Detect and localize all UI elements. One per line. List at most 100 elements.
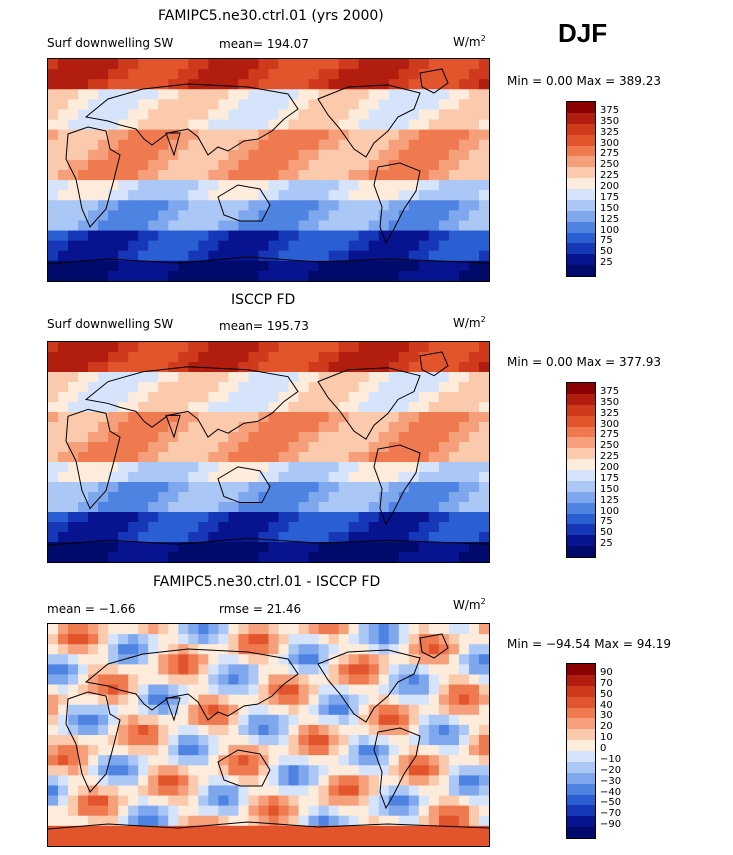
panel1-variable-label: Surf downwelling SW [47,36,174,50]
colorbar-tick-label: 300 [600,137,620,149]
colorbar-swatch [567,189,595,200]
colorbar-swatch [567,232,595,244]
colorbar-tick-label: 75 [600,516,613,528]
colorbar-swatch [567,470,595,481]
panel1-title: FAMIPC5.ne30.ctrl.01 (yrs 2000) [158,8,384,24]
colorbar-tick-label: 125 [600,213,620,225]
colorbar-swatch [567,794,595,806]
panel2-minmax: Min = 0.00 Max = 377.93 [507,355,661,369]
colorbar-swatch [567,772,595,784]
colorbar-swatch [567,696,595,708]
colorbar-swatch [567,546,595,557]
colorbar-tick-label: 90 [600,666,613,678]
colorbar-tick-label: 250 [600,440,620,452]
colorbar-swatch [567,740,595,751]
colorbar-swatch [567,448,595,460]
panel1-units: W/m2 [453,34,486,49]
colorbar-swatch [567,123,595,135]
colorbar-swatch [567,816,595,828]
colorbar-swatch [567,805,595,817]
coastlines [48,68,489,265]
coastlines [48,633,489,830]
coastlines [48,351,489,546]
colorbar-tick-label: 30 [600,710,613,722]
colorbar-swatch [567,664,595,675]
colorbar-tick-label: −30 [600,775,622,787]
colorbar-swatch [567,393,595,405]
panel1-map [47,58,490,282]
colorbar-tick-label: 325 [600,126,620,138]
colorbar-swatch [567,265,595,276]
colorbar-tick-label: 325 [600,407,620,419]
colorbar-swatch [567,145,595,157]
colorbar-swatch [567,156,595,168]
panel2-colorbar [566,382,596,558]
colorbar-swatch [567,718,595,730]
colorbar-swatch [567,383,595,394]
colorbar-tick-label: −90 [600,819,622,831]
colorbar-swatch [567,437,595,449]
panel2-variable-label: Surf downwelling SW [47,317,174,331]
colorbar-swatch [567,502,595,514]
colorbar-tick-label: 40 [600,699,613,711]
colorbar-tick-label: 20 [600,721,613,733]
panel3-units: W/m2 [453,597,486,612]
colorbar-swatch [567,459,595,470]
colorbar-tick-label: 350 [600,115,620,127]
colorbar-swatch [567,491,595,503]
colorbar-swatch [567,827,595,838]
colorbar-swatch [567,199,595,211]
colorbar-tick-label: 225 [600,451,620,463]
colorbar-tick-label: 300 [600,418,620,430]
colorbar-swatch [567,243,595,255]
colorbar-swatch [567,404,595,416]
map-field [48,342,489,562]
colorbar-swatch [567,134,595,146]
colorbar-swatch [567,751,595,762]
colorbar-swatch [567,254,595,266]
colorbar-tick-label: 25 [600,257,613,269]
panel3-mean-label: mean = −1.66 [47,602,136,616]
colorbar-swatch [567,102,595,113]
colorbar-swatch [567,112,595,124]
colorbar-tick-label: 175 [600,472,620,484]
map-field [48,59,489,281]
panel3-colorbar [566,663,596,839]
colorbar-tick-label: 375 [600,385,620,397]
map-field [48,624,489,846]
colorbar-swatch [567,167,595,179]
colorbar-tick-label: 50 [600,688,613,700]
colorbar-tick-label: 50 [600,527,613,539]
colorbar-swatch [567,761,595,773]
colorbar-tick-label: 200 [600,462,620,473]
colorbar-swatch [567,729,595,741]
colorbar-swatch [567,178,595,189]
colorbar-tick-label: 275 [600,429,620,441]
colorbar-swatch [567,535,595,547]
panel3-map [47,623,490,847]
colorbar-swatch [567,513,595,525]
colorbar-tick-label: −20 [600,764,622,776]
colorbar-tick-label: −50 [600,797,622,809]
season-label: DJF [558,18,608,48]
colorbar-tick-label: 100 [600,224,620,236]
panel1-minmax: Min = 0.00 Max = 389.23 [507,74,661,88]
colorbar-swatch [567,685,595,697]
colorbar-tick-label: 25 [600,538,613,550]
panel3-rmse-label: rmse = 21.46 [219,602,302,616]
panel3-minmax: Min = −94.54 Max = 94.19 [507,637,672,651]
colorbar-swatch [567,674,595,686]
panel2-mean-label: mean= 195.73 [219,319,309,333]
colorbar-tick-label: 100 [600,505,620,517]
panel1-colorbar [566,101,596,277]
colorbar-swatch [567,415,595,427]
colorbar-tick-label: 10 [600,732,613,744]
colorbar-tick-label: 50 [600,246,613,258]
panel1-mean-label: mean= 194.07 [219,37,309,51]
colorbar-tick-label: 0 [600,743,607,754]
colorbar-tick-label: 200 [600,181,620,192]
colorbar-tick-label: −70 [600,808,622,820]
colorbar-tick-label: 75 [600,235,613,247]
colorbar-tick-label: 70 [600,677,613,689]
colorbar-swatch [567,480,595,492]
